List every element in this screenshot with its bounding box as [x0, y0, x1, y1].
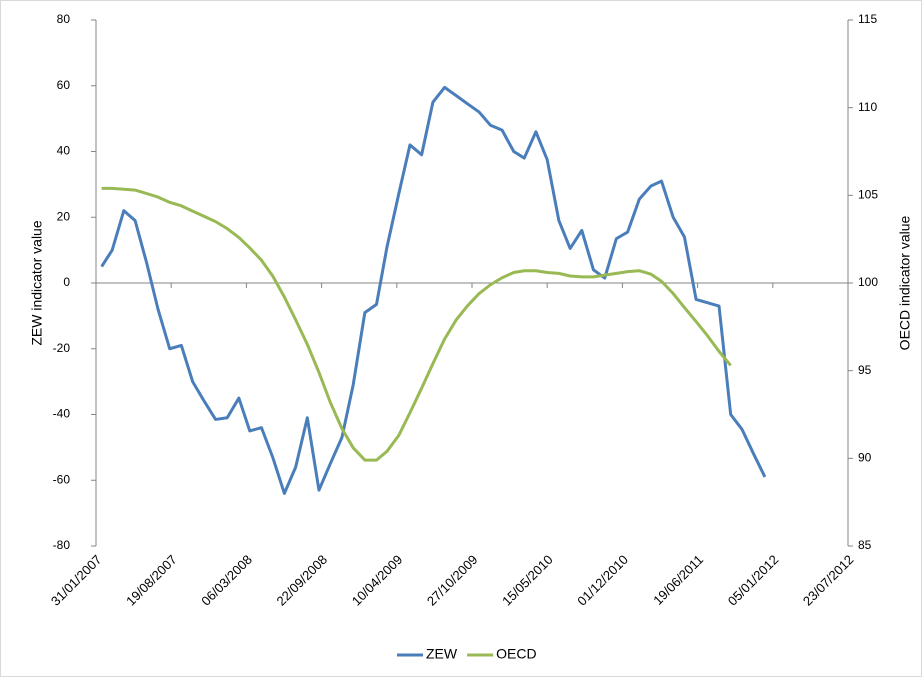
y-tick-label: -20 [53, 341, 71, 355]
y2-axis-label: OECD indicator value [897, 215, 913, 350]
y2-tick-label: 95 [858, 363, 872, 377]
series-line [101, 186, 732, 462]
y-tick-label: -80 [53, 538, 71, 552]
y-tick-label: 80 [57, 12, 71, 26]
y-tick-label: -60 [53, 472, 71, 486]
y-tick-label: 40 [57, 144, 71, 158]
y-tick-label: 0 [63, 275, 70, 289]
legend-label: ZEW [426, 646, 458, 662]
y2-tick-label: 105 [858, 188, 878, 202]
y2-tick-label: 90 [858, 451, 872, 465]
legend-label: OECD [496, 646, 536, 662]
y2-tick-label: 85 [858, 538, 872, 552]
y-tick-label: -40 [53, 407, 71, 421]
y-tick-label: 20 [57, 209, 71, 223]
y2-tick-label: 110 [858, 100, 877, 114]
series-line [100, 85, 767, 495]
y2-tick-label: 100 [858, 275, 878, 289]
y-tick-label: 60 [57, 78, 71, 92]
y-axis-label: ZEW indicator value [29, 220, 45, 345]
y2-tick-label: 115 [858, 12, 877, 26]
